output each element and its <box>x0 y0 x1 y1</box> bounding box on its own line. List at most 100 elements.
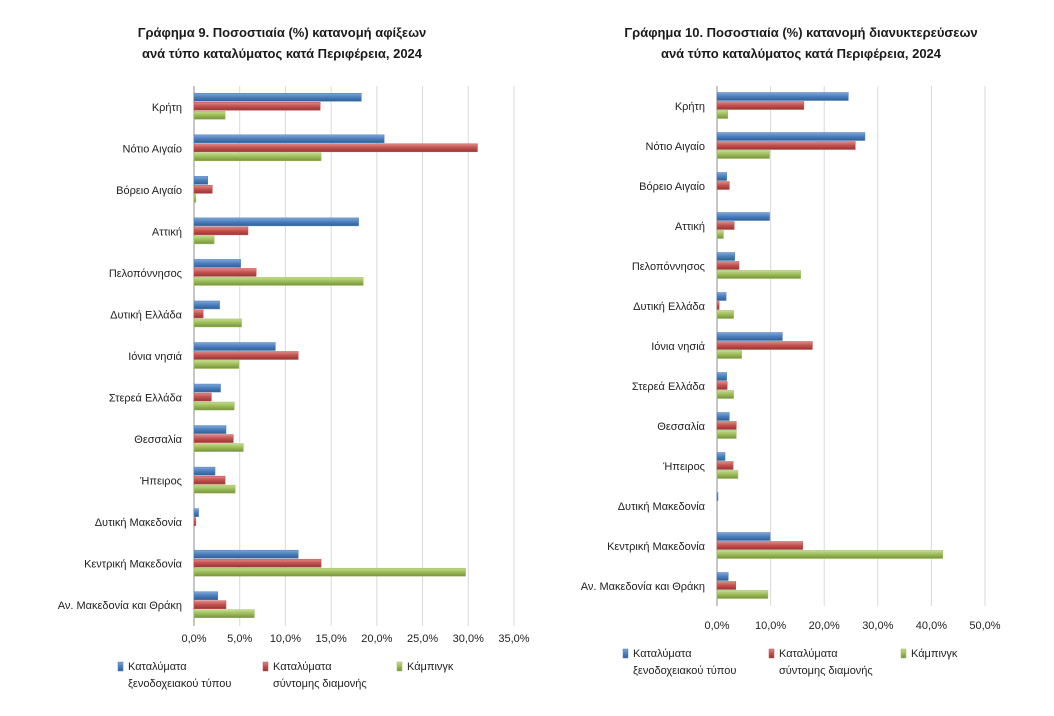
category-label: Δυτική Μακεδονία <box>618 501 706 513</box>
x-tick-label: 10,0% <box>755 620 786 632</box>
legend-label-hotel: ξενοδοχειακού τύπου <box>633 665 736 677</box>
legend-label-camp: Κάμπινγκ <box>911 648 958 660</box>
bar-hotel <box>716 252 735 261</box>
legend-label-camp: Κάμπινγκ <box>407 661 454 673</box>
bar-hotel <box>193 259 241 268</box>
bar-camp <box>193 277 364 286</box>
bar-hotel <box>193 383 221 393</box>
legend-label-hotel: Καταλύματα <box>128 661 187 673</box>
x-tick-label: 50,0% <box>969 620 1000 632</box>
category-label: Αττική <box>675 221 705 233</box>
category-label: Βόρειο Αιγαίο <box>116 185 182 197</box>
category-label: Βόρειο Αιγαίο <box>639 181 705 193</box>
legend-swatch-short <box>768 648 775 659</box>
bar-hotel <box>716 412 730 421</box>
x-tick-label: 15,0% <box>316 633 347 645</box>
x-tick-label: 10,0% <box>270 633 301 645</box>
legend-label-short: Καταλύματα <box>779 648 838 660</box>
bar-short <box>193 351 299 360</box>
category-label: Κρήτη <box>675 101 705 113</box>
bar-camp <box>193 152 322 162</box>
bar-hotel <box>193 217 359 227</box>
category-label: Ιόνια νησιά <box>128 351 182 363</box>
chart-arrivals: Γράφημα 9. Ποσοστιαία (%) κατανομή αφίξε… <box>58 25 530 690</box>
bar-short <box>716 581 737 590</box>
bar-hotel <box>193 549 299 559</box>
bar-hotel <box>716 492 719 501</box>
bar-short <box>716 461 734 470</box>
legend-swatch-camp <box>396 661 403 672</box>
legend-label-short: Καταλύματα <box>273 661 332 673</box>
bar-short <box>716 141 856 150</box>
category-label: Ήπειρος <box>139 476 182 488</box>
chart-title-line: ανά τύπο καταλύματος κατά Περιφέρεια, 20… <box>661 46 942 61</box>
bar-hotel <box>716 452 726 461</box>
bar-short <box>716 261 740 270</box>
x-tick-label: 35,0% <box>498 633 529 645</box>
category-label: Δυτική Μακεδονία <box>95 517 183 529</box>
bar-camp <box>716 230 724 239</box>
bar-hotel <box>716 332 783 341</box>
category-label: Κεντρική Μακεδονία <box>607 541 706 553</box>
chart-title-line: Γράφημα 9. Ποσοστιαία (%) κατανομή αφίξε… <box>138 25 427 40</box>
bar-hotel <box>193 466 216 476</box>
chart-overnight-stays: Γράφημα 10. Ποσοστιαία (%) κατανομή διαν… <box>581 25 1001 677</box>
bar-short <box>193 475 226 485</box>
bar-hotel <box>716 292 727 301</box>
bar-hotel <box>193 425 227 434</box>
bar-short <box>716 381 728 390</box>
bar-short <box>193 558 322 568</box>
legend-swatch-short <box>262 661 269 672</box>
bar-hotel <box>716 92 849 101</box>
bar-hotel <box>716 372 727 381</box>
category-label: Ήπειρος <box>662 461 705 473</box>
bar-hotel <box>716 572 729 581</box>
bar-hotel <box>193 508 199 517</box>
x-tick-label: 25,0% <box>407 633 438 645</box>
bar-camp <box>716 310 734 319</box>
bar-camp <box>193 609 255 618</box>
bar-camp <box>193 318 242 328</box>
bar-camp <box>716 110 728 119</box>
legend-swatch-hotel <box>622 648 629 659</box>
category-label: Αν. Μακεδονία και Θράκη <box>581 581 705 593</box>
bar-hotel <box>193 176 208 185</box>
category-label: Πελοπόννησος <box>109 268 182 280</box>
legend-label-short: σύντομης διαμονής <box>273 678 367 690</box>
x-tick-label: 30,0% <box>862 620 893 632</box>
category-label: Δυτική Ελλάδα <box>110 309 182 321</box>
bar-short <box>716 221 735 230</box>
legend-label-short: σύντομης διαμονής <box>779 665 873 677</box>
bar-short <box>716 541 804 550</box>
bar-short <box>193 600 227 609</box>
bar-hotel <box>716 532 771 541</box>
legend-label-hotel: Καταλύματα <box>633 648 692 660</box>
category-label: Πελοπόννησος <box>632 261 705 273</box>
bar-camp <box>716 270 801 279</box>
bar-camp <box>716 430 737 439</box>
bar-short <box>193 392 212 402</box>
bar-hotel <box>716 132 866 141</box>
bar-short <box>193 102 321 111</box>
bar-short <box>193 226 249 236</box>
category-label: Δυτική Ελλάδα <box>633 301 705 313</box>
category-label: Αττική <box>152 226 182 238</box>
bar-short <box>193 309 204 319</box>
bar-short <box>716 301 720 310</box>
bar-short <box>716 101 805 110</box>
bar-short <box>193 185 213 194</box>
category-label: Νότιο Αιγαίο <box>646 141 705 153</box>
category-label: Στερεά Ελλάδα <box>109 393 183 405</box>
x-tick-label: 20,0% <box>361 633 392 645</box>
bar-camp <box>193 443 244 452</box>
category-label: Νότιο Αιγαίο <box>123 143 182 155</box>
bar-camp <box>716 470 739 479</box>
bar-hotel <box>193 342 276 351</box>
category-label: Αν. Μακεδονία και Θράκη <box>58 600 182 612</box>
bar-hotel <box>193 591 219 600</box>
bar-camp <box>193 111 226 120</box>
category-label: Κεντρική Μακεδονία <box>84 559 183 571</box>
bar-hotel <box>193 93 362 102</box>
x-tick-label: 40,0% <box>916 620 947 632</box>
bar-camp <box>716 590 769 599</box>
